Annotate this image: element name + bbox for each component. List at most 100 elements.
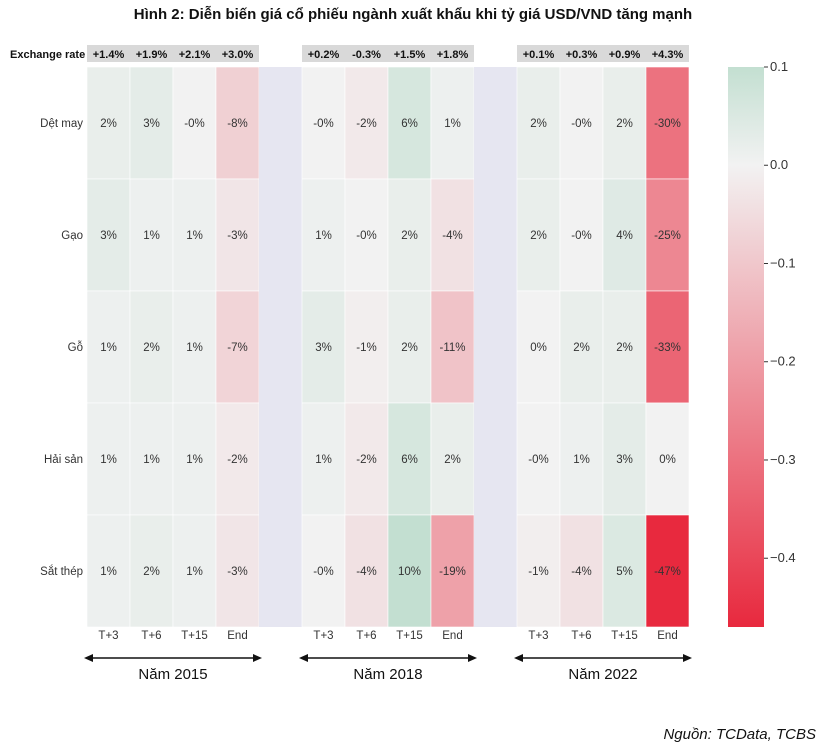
cell-label: 1% <box>186 454 203 466</box>
heatmap-cell <box>301 402 346 516</box>
cell-label: 1% <box>143 230 160 242</box>
heatmap-cell <box>215 514 260 628</box>
cell-label: -4% <box>356 566 376 578</box>
cell-label: 1% <box>186 342 203 354</box>
colorbar-tick-label: −0.1 <box>770 255 796 270</box>
cell-label: 4% <box>616 230 633 242</box>
cell-label: -3% <box>227 230 247 242</box>
cell-label: -0% <box>571 118 591 130</box>
exchange-rate-label: Exchange rate <box>10 49 85 61</box>
cell-label: 0% <box>659 454 676 466</box>
cell-label: 5% <box>616 566 633 578</box>
exchange-rate-value: +1.5% <box>394 49 426 61</box>
colorbar: 0.1 0.0 −0.1 −0.2 −0.3 −0.4 <box>728 59 796 627</box>
group-label: Năm 2015 <box>138 666 207 683</box>
heatmap-cell <box>516 290 561 404</box>
cell-label: -1% <box>356 342 376 354</box>
heatmap-cell <box>516 514 561 628</box>
cell-label: 1% <box>186 230 203 242</box>
heatmap-cell <box>645 514 690 628</box>
column-label: T+6 <box>571 630 591 642</box>
cell-label: -0% <box>184 118 204 130</box>
heatmap-cell <box>129 514 174 628</box>
cell-label: -11% <box>440 342 466 354</box>
cell-label: 6% <box>401 454 418 466</box>
cell-label: -1% <box>528 566 548 578</box>
heatmap-cell <box>602 290 647 404</box>
heatmap-cell <box>559 402 604 516</box>
cell-label: 1% <box>186 566 203 578</box>
exchange-rate-value: -0.3% <box>352 49 381 61</box>
colorbar-tick-label: 0.1 <box>770 59 788 74</box>
cell-label: 2% <box>143 566 160 578</box>
column-label: T+15 <box>611 630 638 642</box>
heatmap-cell <box>86 66 131 180</box>
cell-label: -7% <box>227 342 247 354</box>
column-label: T+15 <box>181 630 208 642</box>
exchange-rate-value: +1.8% <box>437 49 469 61</box>
cell-label: 3% <box>616 454 633 466</box>
cell-label: 3% <box>143 118 160 130</box>
heatmap-cell <box>344 290 389 404</box>
column-label: T+3 <box>528 630 548 642</box>
cell-label: -0% <box>356 230 376 242</box>
cell-label: 2% <box>616 342 633 354</box>
row-label: Sắt thép <box>40 565 83 578</box>
heatmap-cell <box>344 402 389 516</box>
colorbar-tick-label: −0.4 <box>770 550 796 565</box>
cell-label: 1% <box>444 118 461 130</box>
heatmap-cell <box>129 402 174 516</box>
exchange-rate-value: +4.3% <box>652 49 684 61</box>
heatmap-cell <box>430 66 475 180</box>
heatmap-cell <box>645 178 690 292</box>
heatmap-cell <box>172 66 217 180</box>
colorbar-tick-label: −0.3 <box>770 452 796 467</box>
cell-label: -19% <box>439 566 466 578</box>
heatmap-cell <box>215 290 260 404</box>
cell-label: 2% <box>530 118 547 130</box>
column-label: End <box>442 630 462 642</box>
colorbar-tick-label: 0.0 <box>770 157 788 172</box>
cell-label: 1% <box>100 566 117 578</box>
cell-label: -47% <box>654 566 681 578</box>
colorbar-gradient <box>728 67 764 627</box>
heatmap-cell <box>516 402 561 516</box>
cell-label: -0% <box>313 566 333 578</box>
heatmap-cell <box>387 514 432 628</box>
group-labels: Năm 2015 Năm 2018 Năm 2022 <box>84 654 692 683</box>
exchange-rate-value: +3.0% <box>222 49 254 61</box>
heatmap-cell <box>645 66 690 180</box>
colorbar-tick-label: −0.2 <box>770 354 796 369</box>
heatmap-cell <box>344 514 389 628</box>
heatmap-cell <box>516 66 561 180</box>
heatmap-cell <box>172 290 217 404</box>
cell-label: 2% <box>100 118 117 130</box>
cell-label: -25% <box>654 230 681 242</box>
heatmap-cell <box>215 402 260 516</box>
cell-label: 6% <box>401 118 418 130</box>
chart-title: Hình 2: Diễn biến giá cổ phiếu ngành xuấ… <box>134 6 692 23</box>
heatmap-cell <box>86 290 131 404</box>
cell-label: 2% <box>573 342 590 354</box>
cell-label: -8% <box>227 118 247 130</box>
cell-label: -4% <box>571 566 591 578</box>
cell-label: 1% <box>100 454 117 466</box>
heatmap-cell <box>215 66 260 180</box>
heatmap-cell <box>387 402 432 516</box>
heatmap-cell <box>516 178 561 292</box>
group-arrow <box>299 654 477 662</box>
heatmap-cell <box>86 514 131 628</box>
cell-label: 1% <box>143 454 160 466</box>
heatmap-cell <box>129 178 174 292</box>
exchange-rate-value: +1.9% <box>136 49 168 61</box>
column-label: End <box>227 630 247 642</box>
heatmap-cell <box>301 514 346 628</box>
source-note: Nguồn: TCData, TCBS <box>663 726 816 743</box>
cell-label: 1% <box>315 230 332 242</box>
row-label: Hải sản <box>44 454 83 466</box>
exchange-rate-band-1 <box>87 45 259 62</box>
cell-label: -2% <box>356 118 376 130</box>
column-label: T+6 <box>141 630 161 642</box>
cell-label: 3% <box>100 230 117 242</box>
